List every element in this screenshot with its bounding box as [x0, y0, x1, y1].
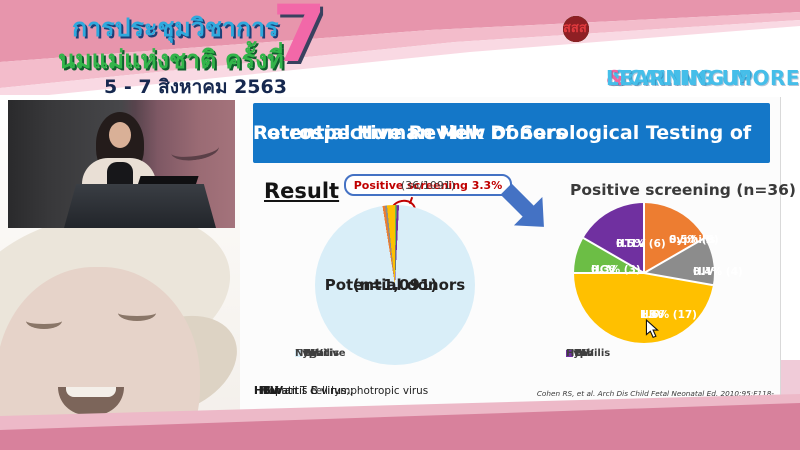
conference-title-line2: นมแม่แห่งชาติ ครั้งที่ — [58, 45, 284, 74]
presenter-video-frame[interactable] — [8, 100, 235, 228]
legend1-swatch-negative — [295, 349, 302, 357]
conference-date: 5 - 7 สิงหาคม 2563 — [104, 76, 287, 98]
pie1-center-label: Potential donors (n=1,091) — [315, 205, 475, 365]
footnote-def-hbv: : Hepatitis B virus; — [254, 385, 350, 397]
legend2-label-hcv: HCV — [566, 347, 590, 359]
slogan-ampersand: & — [606, 66, 624, 90]
mouse-cursor-icon — [645, 319, 659, 339]
pie2-label-hbv-value: 1.6% (17) — [640, 309, 697, 321]
pie2-label-hiv-name: HIV — [693, 266, 714, 278]
footnote-def-htlv: : human T cell lymphotropic virus — [254, 385, 429, 397]
legend2-label-hbv: HBV — [566, 347, 590, 359]
pie2-label-htlv-name: HTLV — [616, 238, 646, 250]
pie-chart-positive-screening — [574, 203, 714, 343]
footnote-abbr-htlv: HTLV — [254, 385, 284, 397]
edition-number: 7 — [272, 0, 327, 80]
presenter-face — [109, 122, 131, 148]
flow-arrow-icon — [500, 183, 544, 227]
legend2-label-syphilis: Syphilis — [566, 347, 611, 359]
screen-baby-eyebrow — [169, 136, 221, 164]
pie2-label-hbv-name: HBV — [640, 309, 665, 321]
podium — [64, 184, 216, 228]
pie2-label-syphilis-name: Syphilis — [669, 234, 716, 246]
baby-eye-right — [118, 305, 156, 321]
callout-detail: (36/1091) — [400, 178, 456, 192]
legend1-label-hcv: HCV — [295, 347, 319, 359]
baby-eye-left — [26, 313, 62, 329]
legend2-label-hiv: HIV — [566, 347, 586, 359]
legend1-label-hbv: HBV — [295, 347, 319, 359]
legend2-label-htlv: HTLV — [566, 347, 594, 359]
slide-title-line2: Potential Human Milk Donors — [253, 121, 567, 144]
footnote-abbr-hcv: HCV — [254, 385, 279, 397]
callout-highlight: Positive screening 3.3% — [353, 178, 503, 192]
positive-screening-callout: Positive screening 3.3% (36/1091) — [344, 174, 512, 196]
pie2-title: Positive screening (n=36) — [570, 181, 796, 199]
legend1-label-syphilis: Syphilis — [295, 347, 340, 359]
legend1-label-htlv: HTLV — [295, 347, 323, 359]
thai-health-sss-logo: สสส — [563, 21, 587, 36]
dark-red-round-emblem-logo — [563, 16, 589, 42]
legend2-swatch-htlv — [566, 349, 573, 357]
result-heading: Result — [264, 179, 340, 203]
conference-title-line1: การประชุมวิชาการ — [72, 13, 279, 42]
presentation-slide: Retrospective Review of Serological Test… — [240, 97, 796, 415]
legend1-label-hiv: HIV — [295, 347, 315, 359]
baby-teeth — [66, 387, 116, 397]
slogan-part1: 'SCALING UP — [606, 66, 754, 90]
pie2-label-hcv-value: 0.3% (3) — [591, 264, 641, 276]
footnote-abbr-hbv: HBV — [254, 385, 279, 397]
slide-title-bar: Retrospective Review of Serological Test… — [253, 103, 770, 163]
pie1-center-label-line1: Potential donors — [324, 275, 466, 294]
pie2-label-htlv-value: 0.5% (6) — [616, 238, 666, 250]
footnote-def-hcv: : Hepatitis C virus ; — [254, 385, 354, 397]
slide-title-line1: Retrospective Review of Serological Test… — [253, 121, 752, 144]
pie1-center-label-line2: (n=1,091) — [352, 275, 438, 294]
slogan-part2: LEARNING MORE' — [606, 66, 800, 90]
pie2-label-hcv-name: HCV — [591, 264, 616, 276]
legend1-label-negative: Negative — [295, 347, 346, 359]
pie2-label-syphilis-value: 0.5% (6) — [669, 234, 719, 246]
pie-chart-potential-donors — [315, 205, 475, 365]
pie2-label-hiv-value: 0.4% (4) — [693, 266, 743, 278]
